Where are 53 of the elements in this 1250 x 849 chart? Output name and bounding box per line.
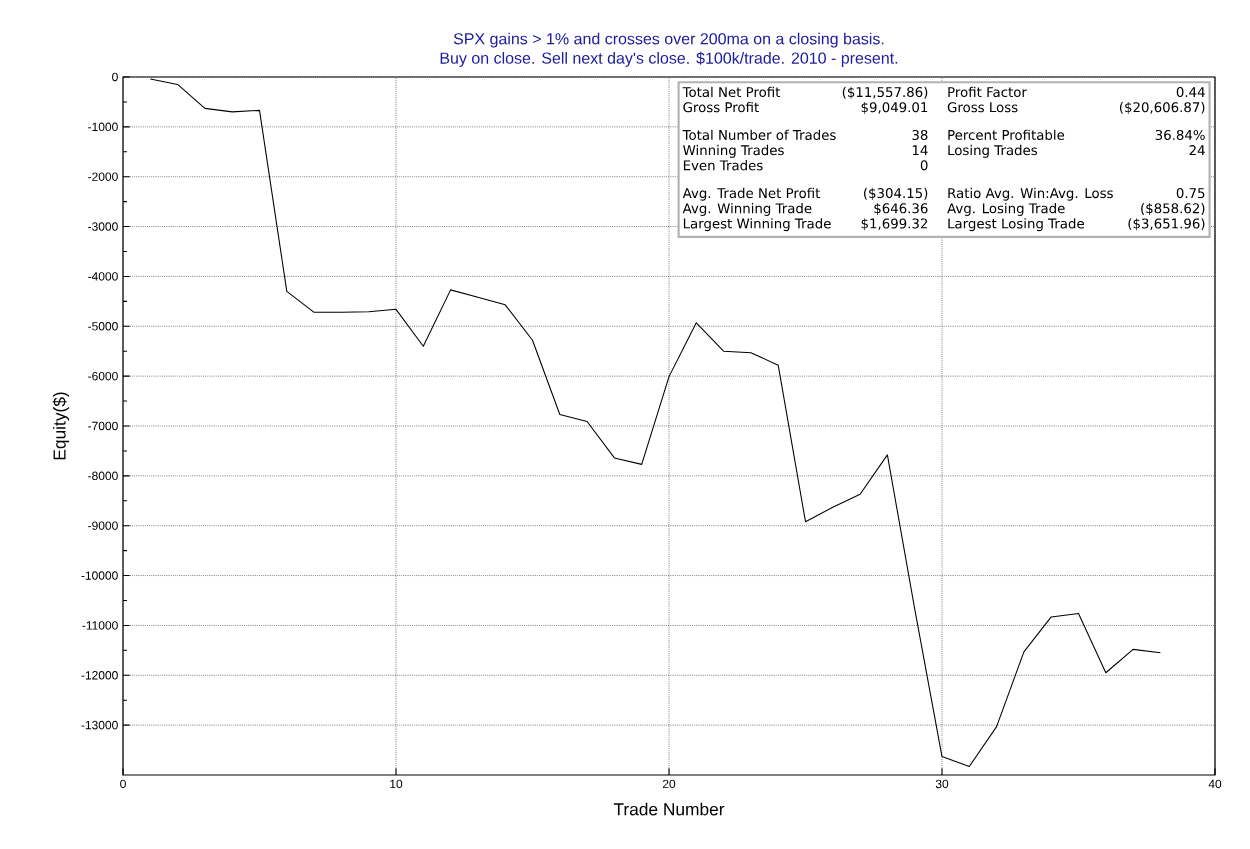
annotation: Gross Loss <box>947 102 1018 113</box>
annotation: Percent Profitable <box>948 129 1065 140</box>
annotation: Gross Profit <box>683 101 759 113</box>
annotation: 24 <box>1189 145 1205 156</box>
annotation: 36.84% <box>1155 129 1205 140</box>
y-tick-label: 0 <box>112 72 118 82</box>
annotation: ($3,651.96) <box>1128 218 1205 231</box>
y-tick-label: -6000 <box>88 371 118 381</box>
chart-subtitle: Buy on close. Sell next day's close. $100k/trade. 2010 - present. <box>440 51 898 67</box>
chart-title: SPX gains > 1% and crosses over 200ma on a closing basis. <box>453 32 884 48</box>
annotation: $1,699.32 <box>861 218 928 231</box>
annotation: Largest Losing Trade <box>948 218 1084 232</box>
annotation: Avg. Trade Net Profit <box>682 187 821 201</box>
y-tick-label: -12000 <box>81 671 118 680</box>
x-tick-label: 30 <box>935 779 949 789</box>
annotation: ($858.62) <box>1141 203 1205 216</box>
annotation: $646.36 <box>874 203 928 216</box>
annotation: 0 <box>920 160 928 171</box>
annotation: ($304.15) <box>864 187 928 200</box>
y-tick-label: -8000 <box>88 471 118 481</box>
y-tick-label: -11000 <box>82 621 118 630</box>
annotation: Total Net Profit <box>682 86 781 98</box>
annotation: 14 <box>912 145 928 156</box>
annotation: Profit Factor <box>948 86 1027 98</box>
y-tick-label: -9000 <box>88 521 118 530</box>
annotation: Largest Winning Trade <box>683 218 831 232</box>
y-tick-label: -5000 <box>88 322 118 331</box>
y-axis-title: Equity($) <box>52 392 70 460</box>
annotation: 0.44 <box>1176 86 1205 98</box>
y-tick-label: -3000 <box>88 222 118 231</box>
annotation: Even Trades <box>683 160 763 171</box>
annotation: $9,049.01 <box>861 101 928 115</box>
y-tick-label: -7000 <box>88 421 118 431</box>
y-tick-label: -1000 <box>88 122 118 132</box>
annotation: 0.75 <box>1176 188 1205 199</box>
annotation: Avg. Winning Trade <box>682 203 812 216</box>
annotation: ($11,557.86) <box>842 86 928 99</box>
annotation: Winning Trades <box>683 144 784 158</box>
annotation: 38 <box>912 129 928 140</box>
y-tick-label: -10000 <box>81 571 118 580</box>
x-tick-label: 20 <box>662 779 676 789</box>
x-tick-label: 10 <box>390 779 403 789</box>
y-tick-label: -13000 <box>81 720 118 730</box>
y-tick-label: -2000 <box>88 172 118 181</box>
x-tick-label: 40 <box>1208 779 1222 789</box>
y-tick-label: -4000 <box>88 272 118 281</box>
annotation: ($20,606.87) <box>1119 101 1205 115</box>
x-axis-title: Trade Number <box>613 802 725 816</box>
annotation: Losing Trades <box>948 144 1038 158</box>
x-tick-label: 0 <box>120 779 126 789</box>
annotation: Avg. Losing Trade <box>947 203 1065 216</box>
annotation: Ratio Avg. Win:Avg. Loss <box>948 187 1113 201</box>
annotation: Total Number of Trades <box>682 129 836 140</box>
